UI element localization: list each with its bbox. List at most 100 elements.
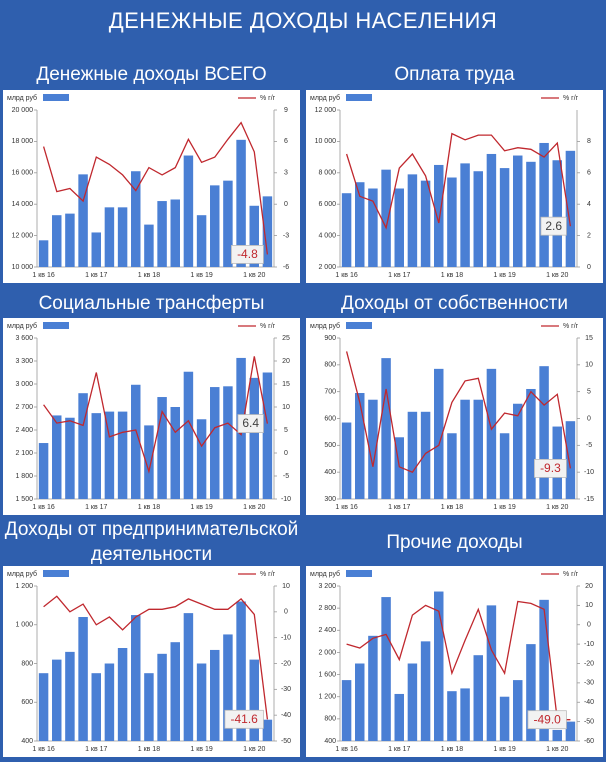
bar [157,653,167,741]
y2-tick-label: 0 [284,450,288,457]
legend-label: % г/г [563,323,579,330]
y2-tick-label: 5 [284,427,288,434]
x-tick-label: 1 кв 20 [546,272,568,279]
bar [157,201,167,267]
y2-tick-label: 0 [587,264,591,271]
y2-tick-label: -5 [586,442,592,449]
bar [65,213,75,267]
bar [249,659,259,741]
bar [38,673,49,741]
bar [381,169,391,267]
x-tick-label: 1 кв 17 [85,272,107,279]
y-tick-label: 3 000 [15,381,33,388]
y2-tick-label: 15 [282,381,290,388]
data-label-box [540,216,567,236]
bar [78,174,88,267]
bar [565,150,576,267]
y-tick-label: 12 000 [315,107,337,114]
y2-tick-label: 9 [284,107,288,114]
y-tick-label: 800 [21,660,33,667]
y2-tick-label: 8 [587,138,591,145]
legend-label: млрд руб [7,570,37,578]
legend-swatch [43,322,69,329]
y2-tick-label: -10 [281,496,291,503]
bar [262,196,273,267]
y2-tick-label: 6 [284,138,288,145]
bar [91,413,101,499]
bar [262,719,273,741]
y2-tick-label: 10 [282,583,290,590]
y2-tick-label: -5 [283,473,289,480]
y-tick-label: 10 000 [12,264,34,271]
bar [473,171,483,267]
y2-tick-label: 10 [585,362,593,369]
bar [65,417,75,499]
bar [117,411,128,499]
x-tick-label: 1 кв 16 [335,504,357,511]
y2-tick-label: -10 [584,641,594,648]
bar [52,659,62,741]
chart-title: Прочие доходы [386,531,523,553]
bar [420,411,431,499]
bar [144,425,154,499]
bar [210,185,220,267]
y2-tick-label: -20 [584,660,594,667]
x-tick-label: 1 кв 16 [32,272,54,279]
bar [262,372,273,499]
x-tick-label: 1 кв 18 [138,746,160,753]
data-label: -4.8 [237,247,258,261]
bar [368,188,378,267]
bar [486,368,497,499]
y-tick-label: 600 [21,699,33,706]
bar [117,207,128,267]
y-tick-label: 900 [324,335,336,342]
bar [131,384,141,499]
bar [565,721,576,741]
bar [236,601,246,741]
bar [513,403,523,499]
bar [460,163,470,267]
y2-tick-label: -10 [584,469,594,476]
bar [434,591,444,741]
line-series [42,121,269,255]
x-tick-label: 1 кв 19 [190,746,212,753]
bar [78,393,88,499]
bar [144,673,154,741]
x-tick-label: 1 кв 20 [243,746,265,753]
bar [157,397,167,499]
chart-title: Доходы от собственности [341,293,568,314]
y-tick-label: 1 800 [15,473,33,480]
line-series [346,600,571,721]
y2-tick-label: -40 [584,699,594,706]
x-tick-label: 1 кв 18 [441,504,463,511]
y-tick-label: 600 [324,415,336,422]
y-tick-label: 20 000 [12,107,34,114]
bar [486,605,497,741]
bar [447,177,457,267]
y2-tick-label: 20 [585,583,593,590]
data-label: 2.6 [545,219,562,233]
y2-tick-label: 10 [282,404,290,411]
chart: 1 500 1 800 2 100 2 400 2 700 3 000 3 300 3 600… [7,322,291,511]
data-label: -49.0 [533,712,561,726]
bar [131,171,141,267]
y-tick-label: 10 000 [315,138,337,145]
bar [196,215,207,267]
legend-swatch [346,570,372,577]
y-tick-label: 1 600 [318,671,336,678]
bar [183,613,194,741]
x-tick-label: 1 кв 20 [546,746,568,753]
legend-swatch [43,570,69,577]
y-tick-label: 2 100 [15,450,33,457]
bar [420,180,431,267]
bar [117,648,128,741]
y2-tick-label: -10 [281,635,291,642]
y2-tick-label: 2 [587,232,591,239]
bar [447,691,457,741]
y2-tick-label: -6 [283,264,289,271]
y-tick-label: 500 [324,442,336,449]
bar [38,240,49,267]
y-tick-label: 4 000 [318,232,336,239]
y2-tick-label: 0 [284,201,288,208]
y2-tick-label: -40 [281,712,291,719]
